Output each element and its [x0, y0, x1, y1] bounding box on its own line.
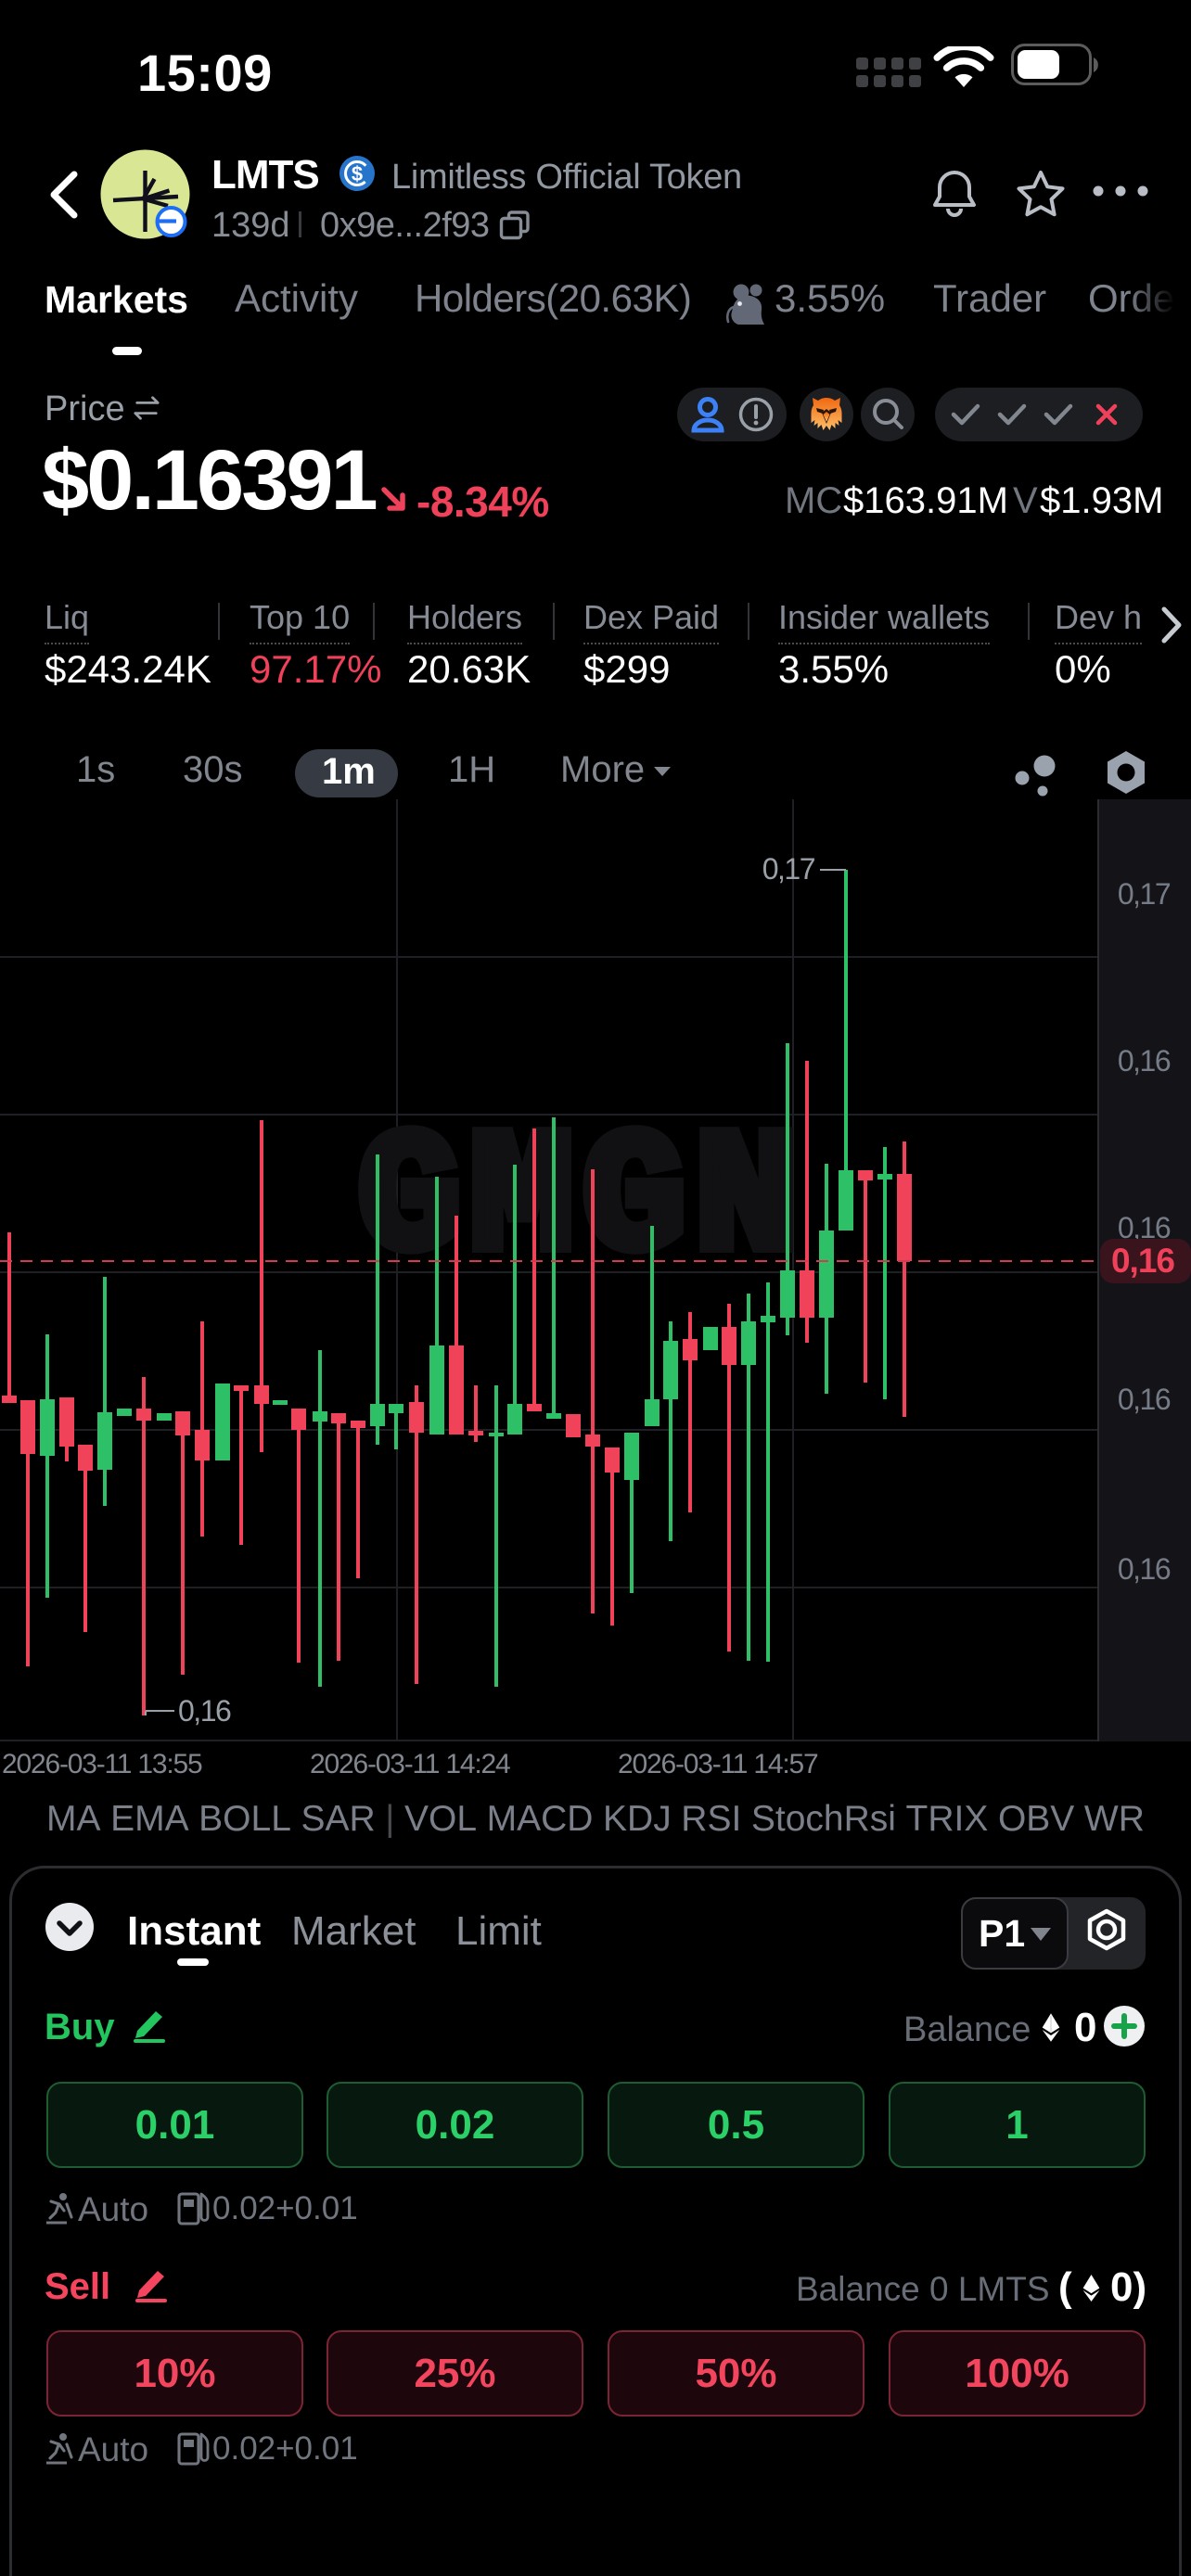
svg-text:$: $: [352, 162, 363, 185]
svg-text:0,16: 0,16: [1118, 1552, 1171, 1586]
svg-text:0,16: 0,16: [1111, 1242, 1174, 1280]
svg-text:0,16: 0,16: [1118, 1383, 1171, 1416]
svg-text:0,16: 0,16: [178, 1694, 231, 1728]
svg-text:GMGN: GMGN: [358, 1103, 807, 1298]
svg-text:0,17: 0,17: [762, 852, 815, 886]
svg-text:0,17: 0,17: [1118, 877, 1171, 911]
svg-text:0,16: 0,16: [1118, 1044, 1171, 1078]
